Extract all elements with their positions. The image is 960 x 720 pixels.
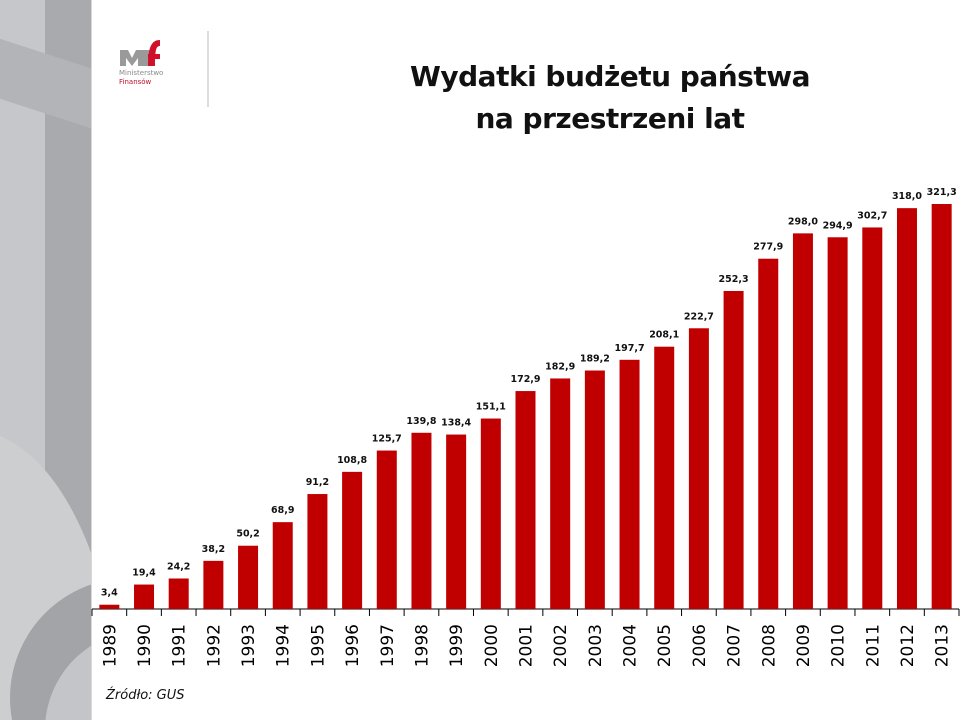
data-label: 321,3: [927, 187, 957, 198]
bar-1989: [99, 604, 120, 609]
bar-2002: [550, 378, 571, 609]
x-tick-label: 2009: [794, 624, 814, 667]
chart-title: Wydatki budżetu państwa na przestrzeni l…: [360, 56, 860, 140]
bar-2001: [515, 391, 536, 609]
x-tick-label: 1996: [343, 624, 363, 667]
bar-2003: [584, 370, 605, 609]
x-tick-label: 1993: [239, 624, 259, 667]
bar-2008: [758, 258, 779, 609]
data-label: 182,9: [545, 361, 575, 372]
decorative-sidebar: [0, 0, 91, 720]
bar-1993: [238, 545, 259, 609]
data-label: 277,9: [753, 242, 783, 253]
logo-text-line1: Ministerstwo: [119, 69, 164, 77]
x-tick-label: 1998: [412, 624, 432, 667]
x-tick-label: 2001: [517, 624, 537, 667]
x-tick-label: 2010: [829, 624, 849, 667]
ministry-logo-icon: [120, 40, 160, 66]
bar-1999: [446, 434, 467, 609]
bar-2010: [827, 237, 848, 609]
x-tick-label: 2008: [759, 624, 779, 667]
data-label: 19,4: [132, 568, 156, 579]
bar-1998: [411, 432, 432, 609]
x-tick-label: 2003: [586, 624, 606, 667]
x-tick-label: 1991: [170, 624, 190, 667]
bar-1990: [134, 584, 155, 609]
bar-2004: [619, 359, 640, 609]
x-tick-label: 1992: [204, 624, 224, 667]
data-label: 189,2: [580, 354, 610, 365]
bar-2013: [931, 204, 952, 609]
bar-1991: [168, 578, 189, 609]
x-tick-label: 2012: [898, 624, 918, 667]
bar-1992: [203, 560, 224, 609]
data-label: 138,4: [441, 418, 471, 429]
data-label: 50,2: [236, 529, 259, 540]
bar-1994: [272, 522, 293, 609]
bar-2009: [792, 233, 813, 609]
data-label: 3,4: [101, 588, 118, 599]
x-tick-label: 2006: [690, 624, 710, 667]
data-label: 208,1: [649, 330, 679, 341]
x-tick-label: 2013: [933, 624, 953, 667]
data-label: 302,7: [857, 210, 887, 221]
x-tick-label: 2000: [482, 624, 502, 667]
bar-1995: [307, 494, 328, 609]
x-tick-label: 1990: [135, 624, 155, 667]
bar-2011: [862, 227, 883, 609]
x-tick-label: 1999: [447, 624, 467, 667]
data-label: 222,7: [684, 311, 714, 322]
title-line-1: Wydatki budżetu państwa: [410, 60, 810, 93]
source-note: Źródło: GUS: [106, 688, 185, 703]
x-tick-label: 2002: [551, 624, 571, 667]
bar-1996: [342, 471, 363, 609]
x-tick-label: 2004: [621, 624, 641, 667]
data-label: 38,2: [202, 544, 225, 555]
data-label: 172,9: [510, 374, 540, 385]
data-label: 294,9: [823, 220, 853, 231]
bar-2000: [480, 418, 501, 609]
x-tick-label: 2007: [725, 624, 745, 667]
bar-2005: [654, 346, 675, 609]
data-label: 108,8: [337, 455, 367, 466]
data-label: 151,1: [476, 402, 506, 413]
data-label: 139,8: [406, 416, 436, 427]
data-label: 318,0: [892, 191, 922, 202]
data-label: 197,7: [615, 343, 645, 354]
x-tick-label: 1994: [274, 624, 294, 667]
logo-separator: [207, 31, 209, 107]
logo-text-line2: Finansów: [119, 78, 152, 86]
title-line-2: na przestrzeni lat: [475, 102, 745, 135]
bar-2006: [688, 328, 709, 609]
bar-1997: [376, 450, 397, 609]
data-label: 24,2: [167, 561, 190, 572]
data-label: 68,9: [271, 505, 294, 516]
data-label: 91,2: [306, 477, 329, 488]
x-tick-label: 1995: [308, 624, 328, 667]
x-tick-label: 1989: [100, 624, 120, 667]
data-label: 252,3: [719, 274, 749, 285]
x-tick-label: 2005: [655, 624, 675, 667]
data-label: 125,7: [372, 434, 402, 445]
sidebar-divider: [91, 0, 92, 720]
bar-2007: [723, 290, 744, 609]
x-tick-label: 1997: [378, 624, 398, 667]
data-label: 298,0: [788, 216, 818, 227]
x-tick-label: 2011: [863, 624, 883, 667]
bar-2012: [896, 208, 917, 609]
